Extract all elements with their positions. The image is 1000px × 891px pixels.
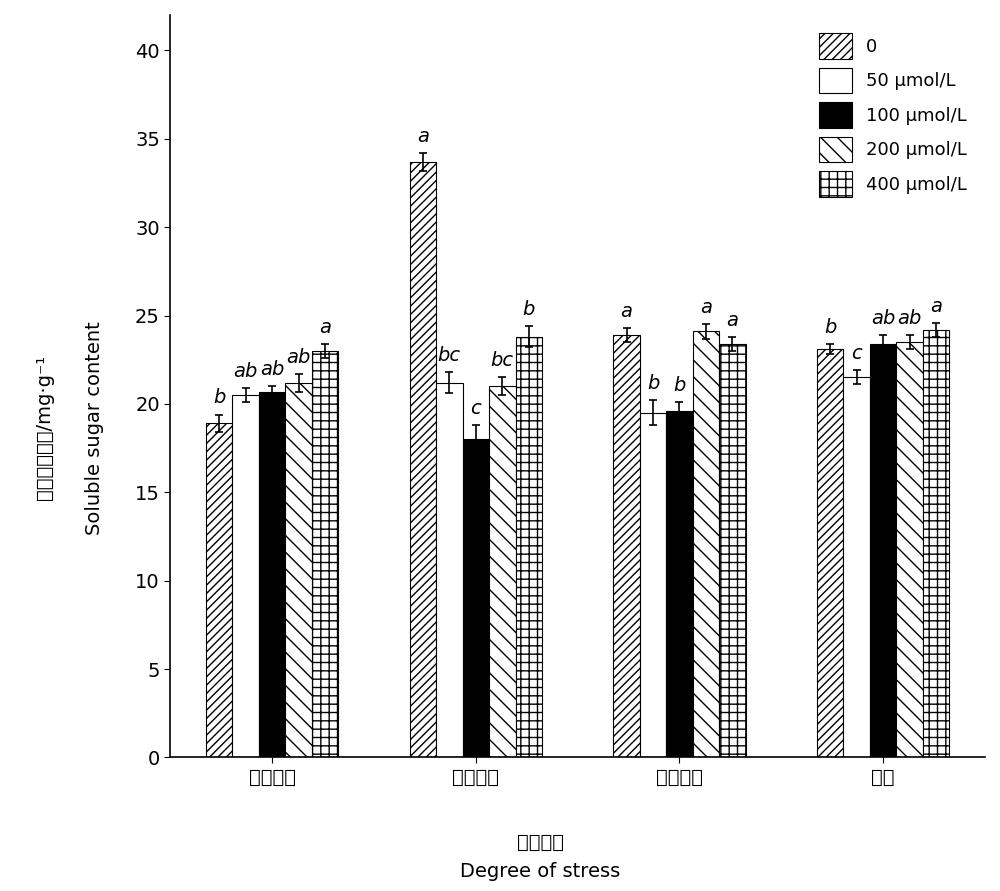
Text: bc: bc xyxy=(491,351,514,371)
Bar xyxy=(285,383,312,757)
Text: a: a xyxy=(726,311,738,330)
Bar xyxy=(312,351,338,757)
Text: ab: ab xyxy=(871,309,895,328)
Text: b: b xyxy=(647,374,659,393)
Text: a: a xyxy=(700,298,712,317)
Text: b: b xyxy=(213,388,225,407)
Bar xyxy=(923,330,949,757)
Text: ab: ab xyxy=(260,360,284,380)
Text: bc: bc xyxy=(438,346,461,365)
Text: 胁迫程度: 胁迫程度 xyxy=(516,832,564,852)
Text: ab: ab xyxy=(286,347,311,367)
Bar xyxy=(613,335,640,757)
Bar xyxy=(436,383,463,757)
Bar xyxy=(817,349,843,757)
Text: 可溦性糖含量/mg·g⁻¹: 可溦性糖含量/mg·g⁻¹ xyxy=(36,356,55,500)
Text: ab: ab xyxy=(897,309,922,328)
Bar xyxy=(232,395,259,757)
Text: a: a xyxy=(621,302,633,321)
Bar xyxy=(259,391,285,757)
Bar xyxy=(843,378,870,757)
Bar xyxy=(410,162,436,757)
Text: c: c xyxy=(851,344,862,364)
Bar xyxy=(489,386,516,757)
Bar xyxy=(870,344,896,757)
Text: Soluble sugar content: Soluble sugar content xyxy=(86,321,104,535)
Bar xyxy=(640,413,666,757)
Text: c: c xyxy=(470,399,481,418)
Text: Degree of stress: Degree of stress xyxy=(460,862,620,881)
Text: a: a xyxy=(930,297,942,315)
Text: a: a xyxy=(417,127,429,146)
Bar xyxy=(463,439,489,757)
Bar xyxy=(206,423,232,757)
Legend: 0, 50 μmol/L, 100 μmol/L, 200 μmol/L, 400 μmol/L: 0, 50 μmol/L, 100 μmol/L, 200 μmol/L, 40… xyxy=(810,24,976,206)
Text: b: b xyxy=(824,318,836,337)
Bar xyxy=(666,411,693,757)
Text: a: a xyxy=(319,318,331,337)
Text: b: b xyxy=(673,376,686,395)
Text: ab: ab xyxy=(233,362,258,381)
Bar xyxy=(896,342,923,757)
Bar xyxy=(693,331,719,757)
Bar xyxy=(516,337,542,757)
Bar xyxy=(719,344,746,757)
Text: b: b xyxy=(523,300,535,319)
